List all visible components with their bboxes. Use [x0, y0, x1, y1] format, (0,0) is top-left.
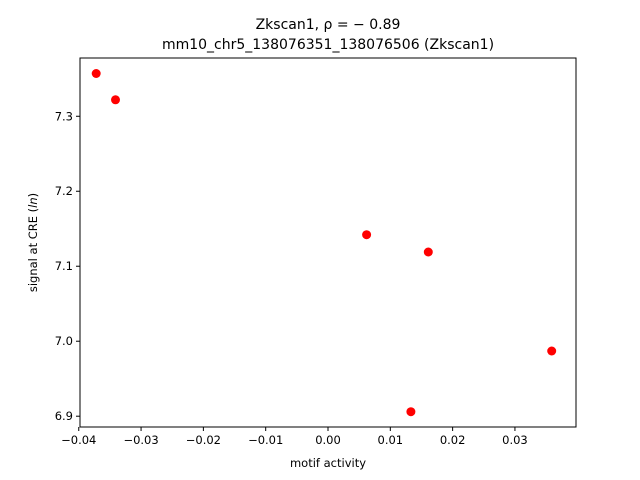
data-point-3 — [362, 230, 372, 240]
y-axis-ticks: 6.9 7.0 7.1 7.2 7.3 — [55, 109, 80, 423]
x-tick-label: −0.01 — [248, 433, 283, 447]
data-point-4 — [423, 247, 433, 257]
data-point-1 — [91, 69, 101, 78]
data-point-6 — [547, 346, 557, 356]
x-tick-label: −0.04 — [61, 433, 96, 447]
x-tick-label: 0.00 — [315, 433, 341, 447]
plot-frame — [79, 57, 577, 428]
x-tick-label: 0.01 — [378, 433, 404, 447]
data-point-5 — [406, 407, 416, 417]
y-tick-label: 6.9 — [55, 409, 73, 423]
x-axis-ticks: −0.04 −0.03 −0.02 −0.01 0.00 0.01 0.02 0.03 — [61, 427, 528, 447]
chart-title: Zkscan1, ρ = − 0.89 — [256, 17, 401, 33]
data-point-2 — [111, 95, 120, 105]
x-axis-label: motif activity — [290, 456, 366, 470]
x-tick-label: −0.03 — [123, 433, 158, 447]
y-axis-label: signal at CRE (ln) — [26, 193, 40, 292]
y-tick-label: 7.3 — [55, 109, 73, 123]
data-points — [91, 69, 557, 417]
x-tick-label: 0.03 — [502, 433, 528, 447]
y-tick-label: 7.1 — [55, 259, 73, 273]
y-tick-label: 7.0 — [55, 334, 73, 348]
chart-subtitle: mm10_chr5_138076351_138076506 (Zkscan1) — [162, 37, 494, 53]
x-tick-label: 0.02 — [440, 433, 466, 447]
x-tick-label: −0.02 — [186, 433, 221, 447]
y-tick-label: 7.2 — [55, 184, 73, 198]
